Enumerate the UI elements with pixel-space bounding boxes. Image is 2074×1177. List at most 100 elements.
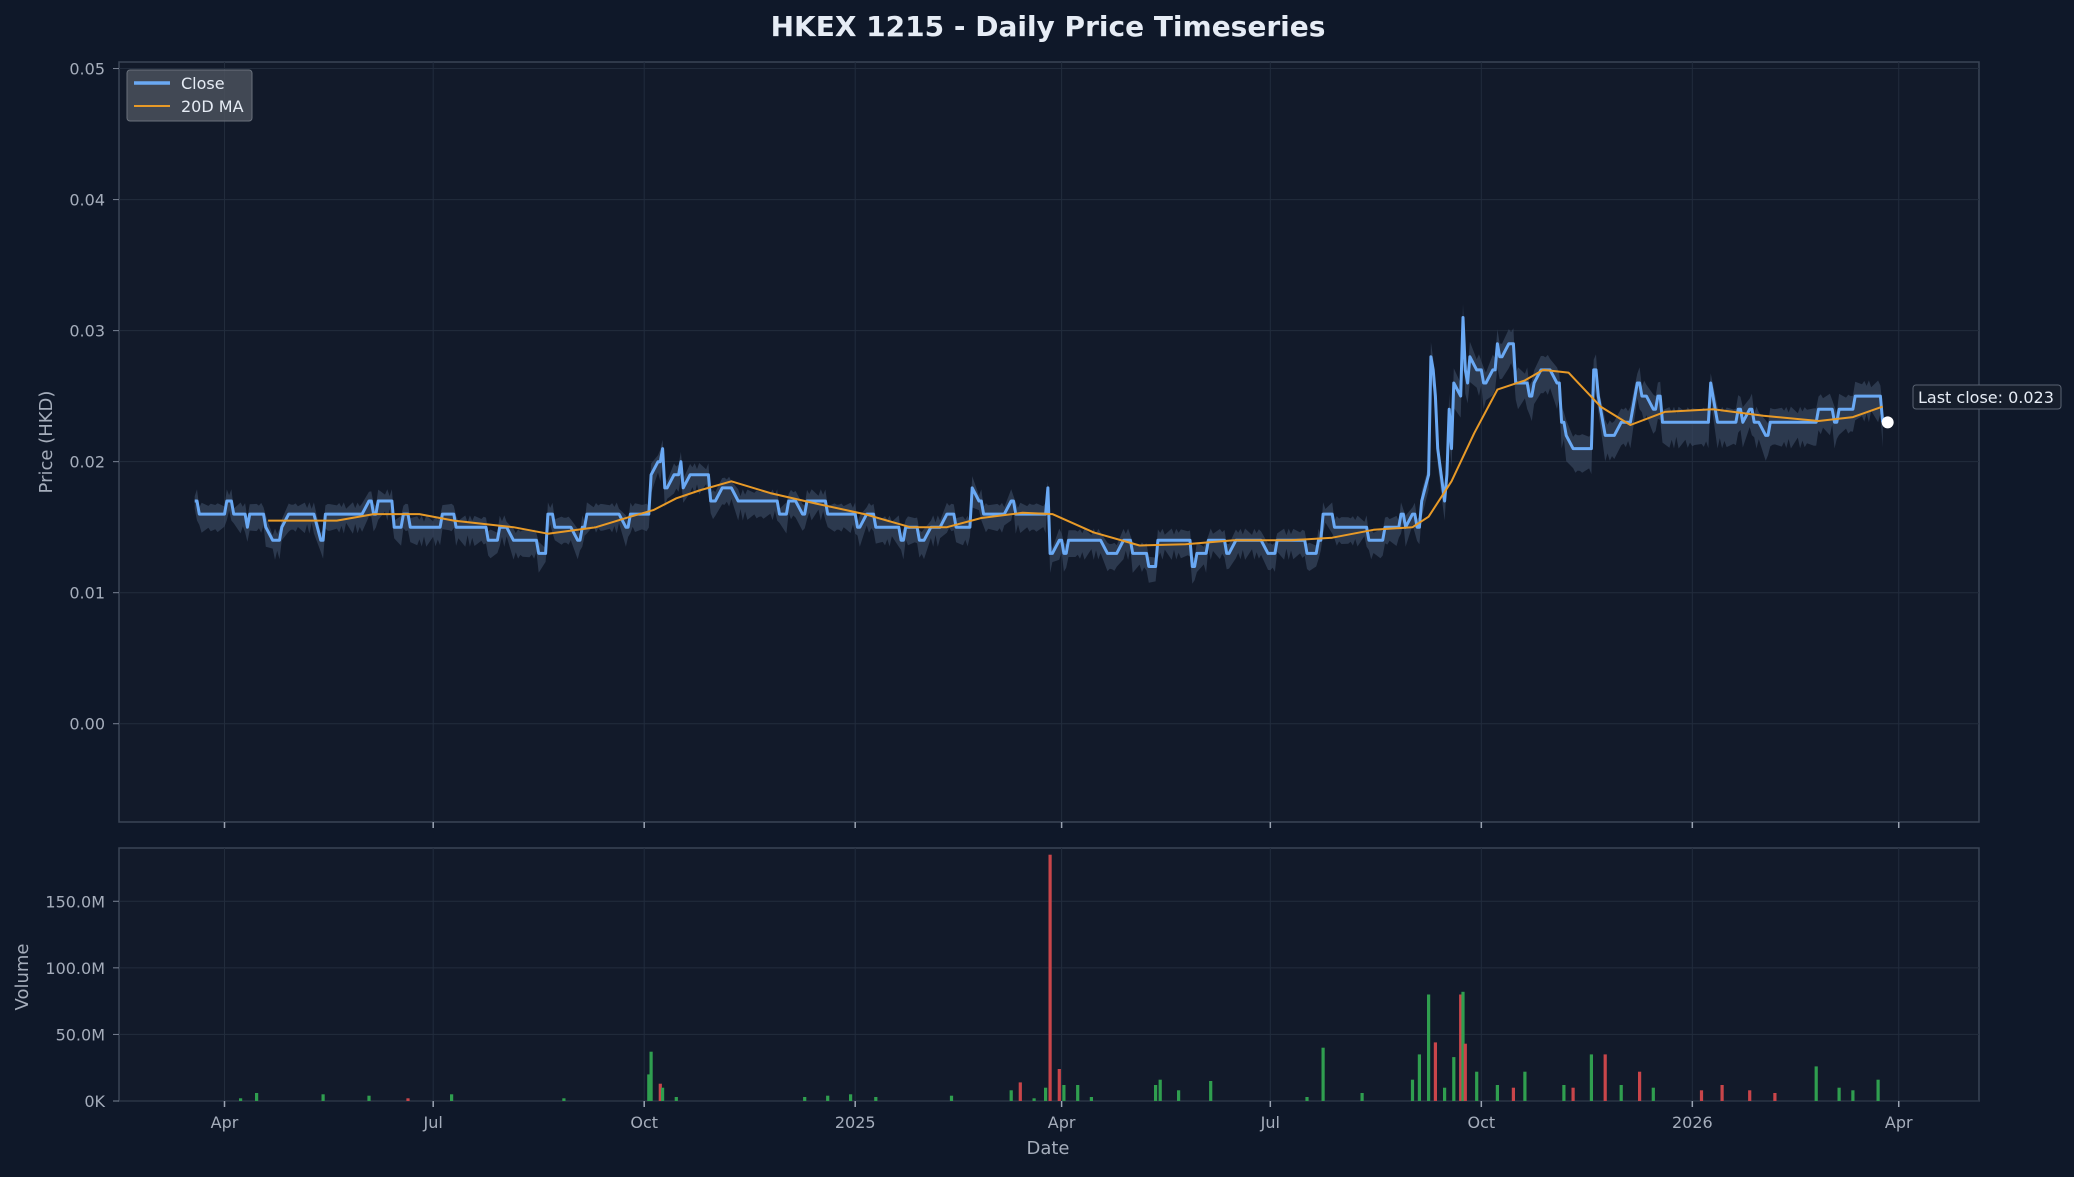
volume-bar — [849, 1094, 853, 1101]
volume-bar — [1463, 1043, 1467, 1101]
volume-bar — [826, 1095, 830, 1101]
x-tick-label: Apr — [1048, 1113, 1076, 1132]
volume-panel: 0K 50.0M 100.0M 150.0M Apr Jul Oct 2025 Apr Jul O… — [12, 822, 1980, 1159]
volume-bar — [1018, 1082, 1022, 1101]
volume-y-tick-label: 0K — [84, 1092, 105, 1111]
last-close-marker — [1881, 416, 1894, 429]
volume-bar — [406, 1098, 410, 1101]
chart-legend: Close 20D MA — [126, 69, 253, 122]
volume-bar — [1305, 1097, 1309, 1101]
price-y-tick-label: 0.00 — [69, 715, 105, 734]
volume-bar — [649, 1051, 653, 1101]
volume-bar — [1876, 1079, 1880, 1101]
volume-bar — [367, 1095, 371, 1101]
volume-bar — [1044, 1087, 1048, 1101]
volume-bar — [1321, 1047, 1325, 1101]
last-close-annotation: Last close: 0.023 — [1912, 384, 2062, 410]
volume-bars — [239, 854, 1880, 1101]
volume-bar — [1495, 1085, 1499, 1101]
x-tick-label: 2025 — [835, 1113, 876, 1132]
volume-bar — [874, 1097, 878, 1101]
volume-bar — [1177, 1090, 1181, 1101]
volume-bar — [1057, 1069, 1061, 1101]
x-tick-label: Oct — [630, 1113, 658, 1132]
volume-bar — [1699, 1090, 1704, 1101]
volume-bar — [1603, 1054, 1607, 1101]
price-y-ticks: 0.00 0.01 0.02 0.03 0.04 0.05 — [69, 60, 119, 734]
volume-bar — [1154, 1085, 1158, 1101]
legend-close-label: Close — [181, 74, 225, 93]
price-panel: 0.00 0.01 0.02 0.03 0.04 0.05 Price (HKD) Clo… — [36, 60, 2062, 823]
volume-bar — [1048, 854, 1052, 1101]
volume-y-tick-label: 100.0M — [45, 959, 105, 978]
x-tick-label: Oct — [1467, 1113, 1495, 1132]
x-tick-label: Jul — [423, 1113, 443, 1132]
volume-bar — [1452, 1057, 1456, 1101]
x-axis-label: Date — [1026, 1138, 1069, 1159]
price-lines — [194, 316, 1885, 568]
volume-bar — [1523, 1071, 1527, 1101]
volume-bar — [1814, 1066, 1818, 1101]
volume-bar — [1851, 1090, 1855, 1101]
price-y-tick-label: 0.01 — [69, 584, 105, 603]
volume-bar — [1459, 994, 1463, 1101]
volume-bar — [647, 1074, 651, 1101]
volume-bar — [450, 1094, 454, 1101]
volume-bar — [1511, 1087, 1515, 1101]
volume-bar — [1158, 1079, 1162, 1101]
volume-bar — [1417, 1054, 1421, 1101]
volume-bar — [1427, 994, 1431, 1101]
volume-bar — [562, 1098, 566, 1101]
volume-bar — [239, 1098, 243, 1101]
x-tick-label: Apr — [1885, 1113, 1913, 1132]
volume-bar — [1433, 1042, 1437, 1101]
volume-bar — [661, 1087, 665, 1101]
volume-bar — [658, 1083, 662, 1101]
date-x-ticks: Apr Jul Oct 2025 Apr Jul Oct 2026 Apr — [211, 822, 1913, 1132]
price-grid — [119, 62, 1979, 822]
volume-bar — [1062, 1085, 1066, 1101]
volume-bar — [1748, 1090, 1752, 1101]
volume-bar — [1475, 1071, 1479, 1101]
volume-bar — [1773, 1093, 1777, 1101]
last-close-label: Last close: 0.023 — [1918, 388, 2054, 407]
volume-bar — [1032, 1098, 1036, 1101]
volume-bar — [1410, 1079, 1415, 1101]
volume-bar — [1443, 1087, 1447, 1101]
volume-bar — [1651, 1087, 1655, 1101]
volume-bar — [1837, 1087, 1841, 1101]
volume-bar — [1009, 1090, 1013, 1101]
x-tick-label: 2026 — [1672, 1113, 1713, 1132]
x-tick-label: Jul — [1260, 1113, 1280, 1132]
volume-bar — [1562, 1085, 1566, 1101]
volume-bar — [1076, 1085, 1080, 1101]
volume-y-axis-label: Volume — [12, 944, 33, 1011]
volume-bar — [1089, 1097, 1093, 1101]
volume-bar — [1720, 1085, 1724, 1101]
volume-y-ticks: 0K 50.0M 100.0M 150.0M — [45, 892, 119, 1111]
volume-bar — [321, 1094, 325, 1101]
last-close-box — [1912, 384, 2062, 410]
volume-y-tick-label: 150.0M — [45, 892, 105, 911]
volume-bar — [803, 1097, 807, 1101]
volume-bar — [1360, 1093, 1364, 1101]
volume-bar — [1209, 1081, 1213, 1101]
volume-bar — [674, 1097, 678, 1101]
price-y-tick-label: 0.04 — [69, 191, 105, 210]
volume-bar — [1589, 1054, 1593, 1101]
volume-bar — [1638, 1071, 1642, 1101]
price-y-tick-label: 0.03 — [69, 322, 105, 341]
volume-bar — [1571, 1087, 1575, 1101]
price-y-tick-label: 0.02 — [69, 453, 105, 472]
volume-bar — [255, 1093, 259, 1101]
price-y-tick-label: 0.05 — [69, 60, 105, 79]
price-y-axis-label: Price (HKD) — [36, 391, 57, 494]
volume-y-tick-label: 50.0M — [56, 1025, 105, 1044]
volume-bar — [1619, 1085, 1623, 1101]
moving-average-line — [268, 368, 1884, 547]
chart-title: HKEX 1215 - Daily Price Timeseries — [771, 10, 1326, 43]
volume-bar — [949, 1095, 954, 1101]
x-tick-label: Apr — [211, 1113, 239, 1132]
